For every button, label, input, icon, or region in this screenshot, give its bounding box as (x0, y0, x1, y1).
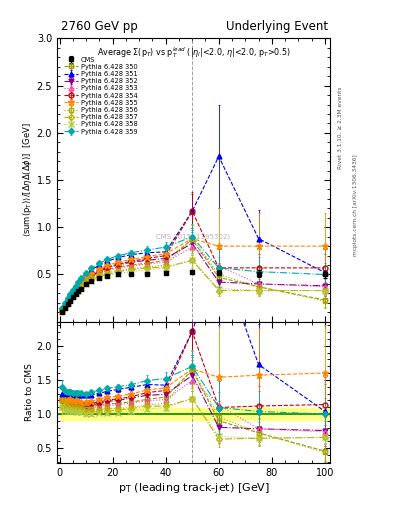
Text: Rivet 3.1.10, ≥ 2.3M events: Rivet 3.1.10, ≥ 2.3M events (338, 87, 342, 169)
Y-axis label: $\langle$sum(p$_{\rm T}$)$\rangle$/$[\Delta\eta\Delta(\Delta\phi)]$  [GeV]: $\langle$sum(p$_{\rm T}$)$\rangle$/$[\De… (21, 123, 34, 238)
Text: Underlying Event: Underlying Event (226, 20, 328, 33)
Y-axis label: Ratio to CMS: Ratio to CMS (25, 364, 34, 421)
Text: CMS 2015 (1395302): CMS 2015 (1395302) (156, 233, 231, 240)
Text: mcplots.cern.ch [arXiv:1306.3436]: mcplots.cern.ch [arXiv:1306.3436] (353, 154, 358, 255)
X-axis label: p$_{\rm T}$ (leading track-jet) [GeV]: p$_{\rm T}$ (leading track-jet) [GeV] (118, 481, 270, 495)
Text: Average $\Sigma$(p$_{T}$) vs p$_{T}^{lead}$ (|$\eta_{l}$|<2.0, $\eta$|<2.0, p$_{: Average $\Sigma$(p$_{T}$) vs p$_{T}^{lea… (97, 46, 290, 60)
Text: 2760 GeV pp: 2760 GeV pp (61, 20, 138, 33)
Legend: CMS, Pythia 6.428 350, Pythia 6.428 351, Pythia 6.428 352, Pythia 6.428 353, Pyt: CMS, Pythia 6.428 350, Pythia 6.428 351,… (63, 56, 138, 135)
